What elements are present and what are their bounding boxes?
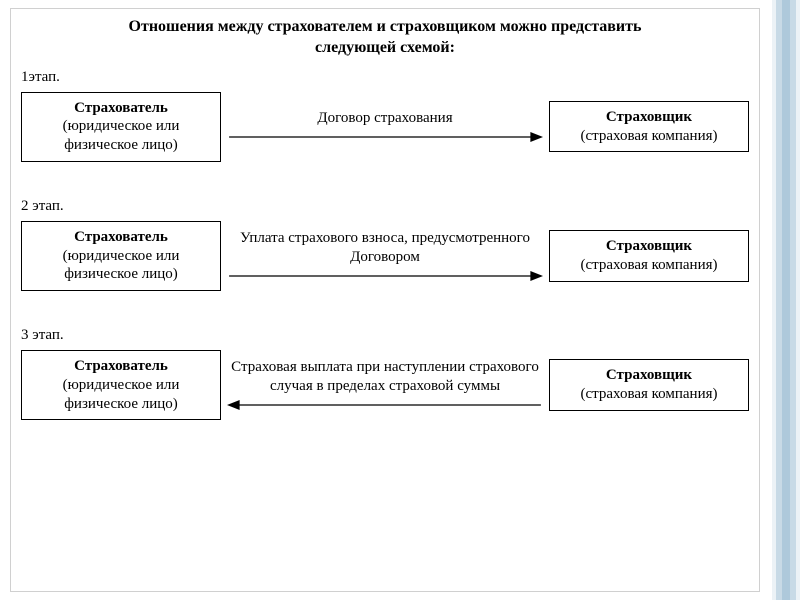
right-box-3: Страховщик (страховая компания) [549, 359, 749, 411]
title-line-2: следующей схемой: [315, 39, 455, 56]
left-box-3-sub2: физическое лицо) [32, 395, 210, 414]
stage-label-2: 2 этап. [21, 198, 749, 215]
arrow-right-icon [227, 130, 543, 144]
right-box-3-sub1: (страховая компания) [560, 385, 738, 404]
right-box-2-sub1: (страховая компания) [560, 256, 738, 275]
stage-row-3: Страхователь (юридическое или физическое… [21, 350, 749, 420]
arrow-right-icon [227, 269, 543, 283]
left-box-3-sub1: (юридическое или [32, 376, 210, 395]
left-box-1-sub1: (юридическое или [32, 117, 210, 136]
left-box-3: Страхователь (юридическое или физическое… [21, 350, 221, 420]
left-box-2: Страхователь (юридическое или физическое… [21, 221, 221, 291]
page-title: Отношения между страхователем и страховщ… [21, 17, 749, 59]
right-box-2-title: Страховщик [560, 237, 738, 256]
arrow-zone-2: Уплата страхового взноса, предусмотренно… [227, 229, 543, 283]
stage-row-2: Страхователь (юридическое или физическое… [21, 221, 749, 291]
left-box-1-sub2: физическое лицо) [32, 136, 210, 155]
left-box-2-sub2: физическое лицо) [32, 265, 210, 284]
left-box-2-sub1: (юридическое или [32, 247, 210, 266]
left-box-1-title: Страхователь [32, 99, 210, 118]
side-stripe-right [772, 0, 800, 600]
stage-row-1: Страхователь (юридическое или физическое… [21, 92, 749, 162]
arrow-label-1: Договор страхования [313, 109, 456, 128]
stripe-band [782, 0, 790, 600]
right-box-1-title: Страховщик [560, 108, 738, 127]
right-box-1: Страховщик (страховая компания) [549, 101, 749, 153]
arrow-zone-3: Страховая выплата при наступлении страхо… [227, 358, 543, 412]
right-box-3-title: Страховщик [560, 366, 738, 385]
arrow-zone-1: Договор страхования [227, 109, 543, 144]
stage-label-1: 1этап. [21, 69, 749, 86]
arrow-left-icon [227, 398, 543, 412]
right-box-2: Страховщик (страховая компания) [549, 230, 749, 282]
stage-label-3: 3 этап. [21, 327, 749, 344]
arrow-label-3: Страховая выплата при наступлении страхо… [227, 358, 543, 396]
title-line-1: Отношения между страхователем и страховщ… [129, 18, 642, 35]
arrow-label-2: Уплата страхового взноса, предусмотренно… [227, 229, 543, 267]
left-box-3-title: Страхователь [32, 357, 210, 376]
right-box-1-sub1: (страховая компания) [560, 127, 738, 146]
content-panel: Отношения между страхователем и страховщ… [10, 8, 760, 592]
left-box-2-title: Страхователь [32, 228, 210, 247]
stripe-band [796, 0, 800, 600]
left-box-1: Страхователь (юридическое или физическое… [21, 92, 221, 162]
